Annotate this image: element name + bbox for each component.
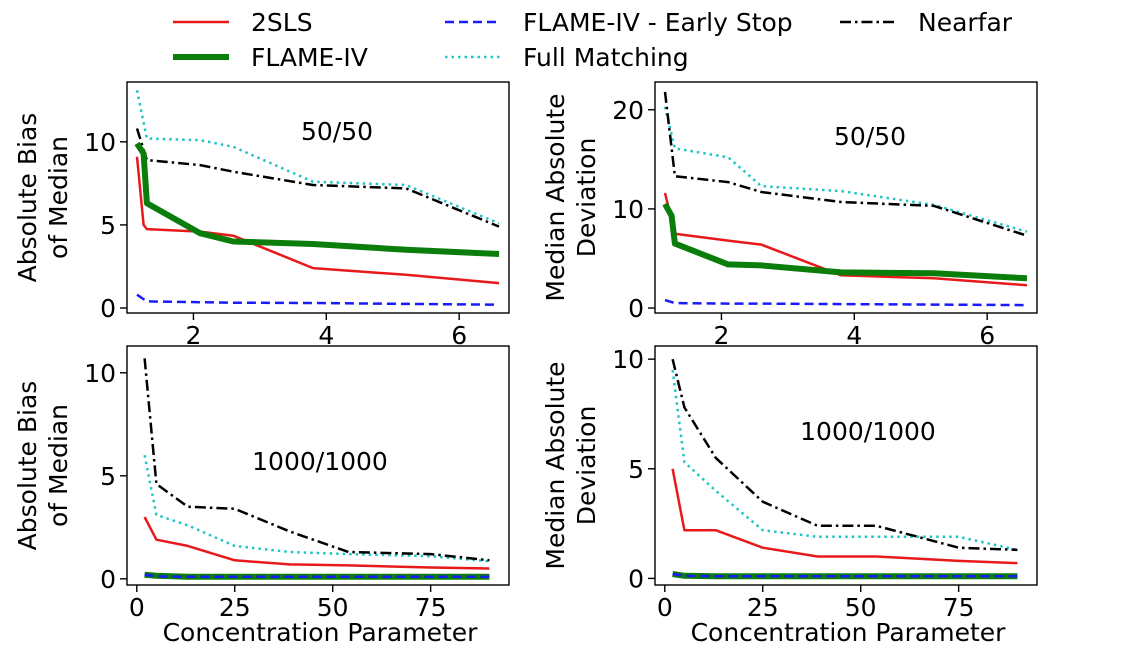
y-axis-label: Median Absolute Deviation (541, 361, 601, 569)
x-tick-label: 25 (747, 593, 779, 622)
y-axis-label-line: Deviation (572, 406, 601, 526)
y-tick-label: 10 (612, 195, 644, 224)
legend-label: Nearfar (918, 8, 1013, 37)
legend-entry: 2SLS (173, 8, 313, 37)
x-tick-label: 4 (846, 321, 862, 350)
y-tick-label: 10 (84, 359, 116, 388)
y-tick-label: 0 (100, 565, 116, 594)
y-tick-label: 10 (84, 128, 116, 157)
y-tick-label: 0 (628, 564, 644, 593)
y-axis-label: Median Absolute Deviation (541, 93, 601, 301)
legend-label: 2SLS (251, 8, 313, 37)
x-tick-label: 2 (713, 321, 729, 350)
panel-annotation: 50/50 (301, 117, 373, 146)
series-line-flame-iv (134, 141, 500, 257)
y-axis-label-line: of Median (44, 136, 73, 259)
x-tick-label: 6 (979, 321, 995, 350)
legend: 2SLS FLAME-IV FLAME-IV - Early Stop Full Ma… (173, 8, 1013, 72)
axes-frame (654, 81, 1038, 314)
series-line-full-matching (671, 369, 1018, 552)
panel-annotation: 1000/1000 (252, 447, 388, 476)
series-line-nearfar (143, 358, 490, 562)
axes-frame (126, 81, 510, 314)
x-tick-label: 25 (219, 593, 251, 622)
legend-entry: Nearfar (840, 8, 1013, 37)
x-tick-label: 50 (845, 593, 877, 622)
y-tick-label: 5 (100, 211, 116, 240)
chart-panel-4: 0 25 50 75 0 5 10 Median Absolute Deviation Conce… (541, 345, 1038, 647)
chart-panel-1: 2 4 6 0 5 10 Absolute Bias of Median 50/50 (13, 81, 510, 350)
panel-annotation: 50/50 (834, 122, 906, 151)
legend-entry: Full Matching (445, 43, 689, 72)
legend-label: Full Matching (523, 43, 689, 72)
series-line-2sls (135, 156, 500, 285)
series-line-flame-iv (662, 202, 1028, 282)
series-line-flame-iv-early-stop (144, 573, 490, 579)
series-line-full-matching (143, 454, 490, 563)
x-axis-label: Concentration Parameter (691, 618, 1007, 647)
series-line-nearfar (663, 91, 1028, 237)
x-tick-label: 50 (317, 593, 349, 622)
series-line-flame-iv-early-stop (664, 298, 1028, 307)
series-line-2sls (671, 468, 1018, 565)
y-tick-label: 5 (628, 455, 644, 484)
y-tick-label: 10 (612, 345, 644, 374)
y-axis-label: Absolute Bias of Median (13, 113, 73, 283)
x-axis-label: Concentration Parameter (163, 618, 479, 647)
y-axis-label-line: Absolute Bias (13, 381, 42, 551)
legend-entry: FLAME-IV (173, 43, 368, 72)
series-line-flame-iv-early-stop (136, 293, 500, 306)
y-tick-label: 5 (100, 462, 116, 491)
legend-entry: FLAME-IV - Early Stop (445, 8, 793, 37)
legend-label: FLAME-IV - Early Stop (523, 8, 793, 37)
y-axis-label-line: Median Absolute (541, 361, 570, 569)
x-tick-label: 75 (943, 593, 975, 622)
y-axis-label-line: Median Absolute (541, 93, 570, 301)
y-tick-label: 0 (100, 294, 116, 323)
y-tick-label: 20 (612, 96, 644, 125)
y-axis-label-line: of Median (44, 404, 73, 527)
x-tick-label: 0 (657, 593, 673, 622)
y-tick-label: 0 (628, 294, 644, 323)
y-axis-label-line: Deviation (572, 138, 601, 258)
y-axis-label: Absolute Bias of Median (13, 381, 73, 551)
panel-annotation: 1000/1000 (800, 417, 936, 446)
series-line-nearfar (671, 358, 1018, 552)
x-tick-label: 2 (185, 321, 201, 350)
series-line-full-matching (135, 90, 500, 225)
series-line-2sls (143, 516, 490, 570)
axes-frame (654, 345, 1038, 586)
x-tick-label: 6 (451, 321, 467, 350)
axes-frame (126, 345, 510, 586)
series-line-flame-iv-early-stop (672, 572, 1018, 578)
y-axis-label-line: Absolute Bias (13, 113, 42, 283)
chart-panel-2: 2 4 6 0 10 20 Median Absolute Deviation 50/50 (541, 81, 1038, 350)
x-tick-label: 75 (415, 593, 447, 622)
legend-label: FLAME-IV (251, 43, 368, 72)
chart-panel-3: 0 25 50 75 0 5 10 Absolute Bias of Median Concent… (13, 345, 510, 647)
x-tick-label: 0 (129, 593, 145, 622)
x-tick-label: 4 (318, 321, 334, 350)
